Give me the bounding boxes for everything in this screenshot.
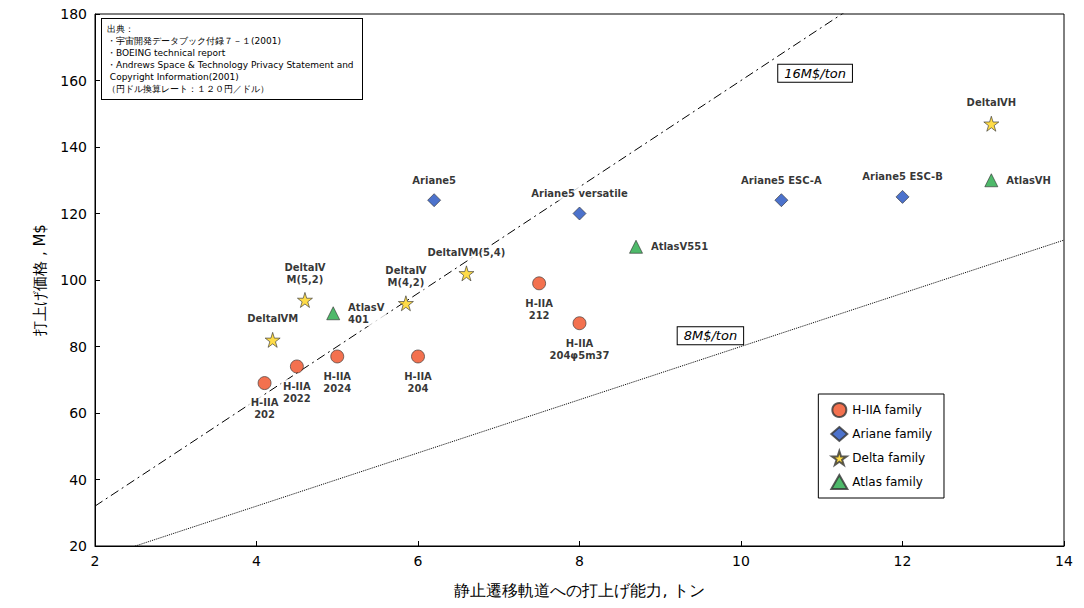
svg-text:H-IIA: H-IIA [566,338,594,349]
svg-text:M(5,2): M(5,2) [287,274,324,285]
svg-text:6: 6 [414,553,423,569]
svg-text:Ariane family: Ariane family [852,427,932,441]
svg-text:H-IIA: H-IIA [404,371,432,382]
svg-text:202: 202 [254,409,275,420]
svg-text:・BOEING technical report: ・BOEING technical report [107,48,226,58]
svg-text:2024: 2024 [323,383,351,394]
svg-text:AtlasⅤ551: AtlasⅤ551 [651,241,708,252]
svg-text:80: 80 [69,339,87,355]
svg-text:AtlasⅤH: AtlasⅤH [1006,175,1051,186]
svg-text:100: 100 [60,272,87,288]
svg-text:120: 120 [60,206,87,222]
svg-text:Ariane5 ESC-B: Ariane5 ESC-B [862,171,943,182]
svg-text:160: 160 [60,73,87,89]
svg-text:Delta family: Delta family [852,451,925,465]
svg-text:40: 40 [69,472,87,488]
svg-text:Ariane5: Ariane5 [412,175,456,186]
svg-text:60: 60 [69,405,87,421]
svg-text:14: 14 [1055,553,1073,569]
svg-text:12: 12 [894,553,912,569]
svg-text:DeltaⅣ: DeltaⅣ [385,265,426,276]
svg-text:212: 212 [529,310,550,321]
svg-text:204φ5m37: 204φ5m37 [550,350,610,361]
svg-text:DeltaⅣ: DeltaⅣ [284,262,325,273]
svg-text:DeltaⅣM(5,4): DeltaⅣM(5,4) [428,247,506,258]
svg-text:AtlasⅤ: AtlasⅤ [348,302,385,313]
svg-text:H-IIA: H-IIA [251,397,279,408]
svg-text:2022: 2022 [283,393,311,404]
svg-text:・宇宙開発データブック付録７－１(2001): ・宇宙開発データブック付録７－１(2001) [107,36,281,46]
svg-text:10: 10 [732,553,750,569]
svg-text:H-IIA family: H-IIA family [852,403,922,417]
svg-text:打上げ価格 , M$: 打上げ価格 , M$ [31,224,49,337]
svg-text:204: 204 [408,383,429,394]
svg-text:401: 401 [348,314,369,325]
svg-text:DeltaⅣM: DeltaⅣM [247,313,298,324]
svg-text:M(4,2): M(4,2) [387,277,424,288]
svg-text:（円ドル換算レート：１２０円／ドル）: （円ドル換算レート：１２０円／ドル） [107,84,269,94]
svg-text:8: 8 [575,553,584,569]
svg-text:140: 140 [60,139,87,155]
svg-text:4: 4 [252,553,261,569]
svg-text:出典：: 出典： [107,24,134,34]
svg-text:Ariane5 versatile: Ariane5 versatile [531,188,628,199]
svg-text:180: 180 [60,6,87,22]
svg-text:2: 2 [91,553,100,569]
svg-text:DeltaⅣH: DeltaⅣH [967,97,1016,108]
svg-text:・Andrews Space & Technology Pr: ・Andrews Space & Technology Privacy Stat… [107,60,354,70]
svg-text:Atlas family: Atlas family [852,475,923,489]
svg-text:20: 20 [69,538,87,554]
svg-text:Ariane5 ESC-A: Ariane5 ESC-A [741,175,822,186]
svg-text:16M$/ton: 16M$/ton [784,66,846,81]
svg-text:H-IIA: H-IIA [283,381,311,392]
svg-text:8M$/ton: 8M$/ton [684,328,737,343]
svg-text:Copyright Information(2001): Copyright Information(2001) [107,72,239,82]
svg-text:H-IIA: H-IIA [323,371,351,382]
svg-text:静止遷移軌道への打上げ能力, トン: 静止遷移軌道への打上げ能力, トン [454,581,704,600]
svg-text:H-IIA: H-IIA [525,298,553,309]
